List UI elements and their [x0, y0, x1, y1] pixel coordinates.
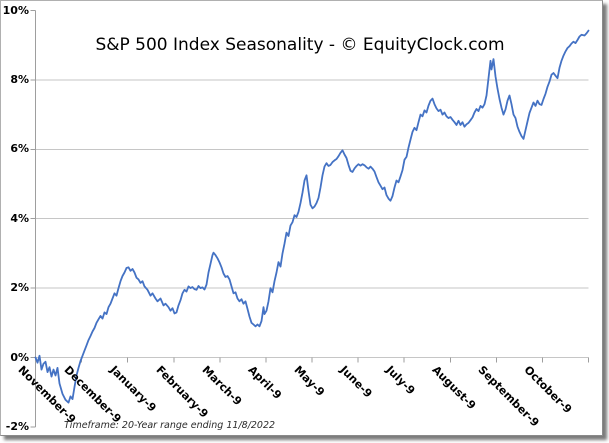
chart-frame: [0, 0, 603, 436]
y-axis-label: 8%: [10, 72, 29, 86]
timeframe-note: Timeframe: 20-Year range ending 11/8/202…: [64, 420, 276, 431]
y-axis-label: 4%: [10, 211, 29, 225]
y-axis-label: 0%: [10, 350, 29, 364]
y-axis-label: 2%: [10, 281, 29, 295]
y-axis-label: 6%: [10, 142, 29, 156]
chart-title: S&P 500 Index Seasonality - © EquityCloc…: [95, 35, 505, 55]
seasonality-line: [34, 29, 590, 404]
y-axis-label: -2%: [5, 419, 29, 433]
y-axis-label: 10%: [2, 3, 29, 17]
